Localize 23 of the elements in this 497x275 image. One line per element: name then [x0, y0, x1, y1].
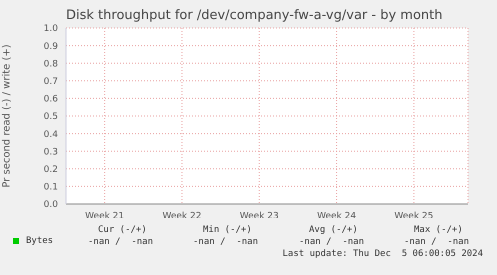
y-tick-label: 0.6 [44, 94, 58, 105]
y-tick-label: 1.0 [44, 24, 58, 34]
text: -nan / -nan [193, 237, 258, 247]
chart-title: Disk throughput for /dev/company-fw-a-vg/var - by month [66, 8, 442, 23]
y-tick-label: 0.1 [44, 182, 58, 193]
y-tick-label: 0.5 [44, 112, 58, 122]
text: Max (-/+) [414, 225, 463, 235]
text: Last update: Thu Dec 5 06:00:05 2024 [282, 249, 483, 259]
text: Avg (-/+) [309, 225, 358, 235]
text: Cur (-/+) [98, 225, 147, 235]
y-tick-label: 0.2 [44, 164, 58, 175]
y-tick-label: 0.9 [44, 42, 58, 52]
y-tick-label: 0.0 [44, 200, 58, 210]
text: -nan / -nan [299, 237, 364, 247]
y-tick-label: 0.4 [44, 130, 58, 140]
y-tick-label: 0.3 [44, 147, 58, 158]
text: -nan / -nan [88, 237, 154, 247]
y-tick-label: 0.8 [44, 59, 58, 70]
text: Min (-/+) [203, 225, 252, 235]
y-tick-label: 0.7 [44, 76, 58, 87]
y-axis-title: Pr second read (-) / write (+) [2, 44, 13, 188]
text: -nan / -nan [404, 237, 470, 247]
legend-label: Bytes [26, 236, 54, 246]
